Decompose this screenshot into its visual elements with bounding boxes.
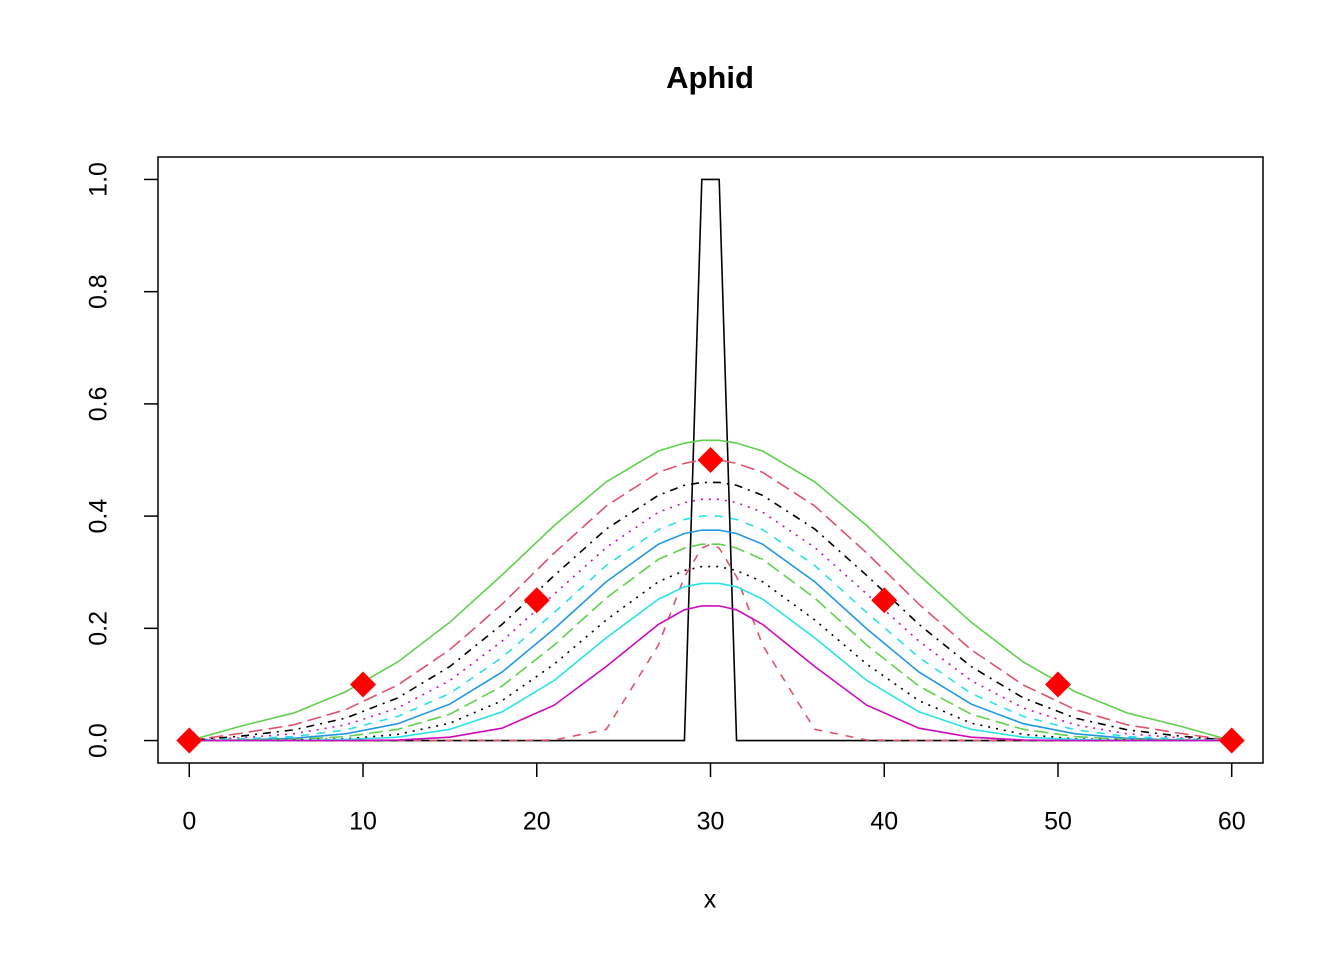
series-line (189, 565, 1232, 742)
y-tick-label: 0.4 (85, 499, 113, 534)
y-tick-label: 0.6 (85, 387, 113, 422)
series-line (189, 515, 1232, 742)
data-point (871, 587, 898, 614)
x-tick-label: 20 (523, 808, 551, 836)
series-line (189, 459, 1232, 742)
series-line (189, 543, 1232, 742)
series-line (189, 605, 1232, 742)
data-point (1044, 671, 1071, 698)
data-point (523, 587, 550, 614)
chart-title: Aphid (666, 60, 754, 95)
series-line (189, 498, 1232, 742)
x-tick-label: 50 (1044, 808, 1072, 836)
x-tick-label: 30 (697, 808, 725, 836)
series-line (189, 582, 1232, 742)
y-tick-label: 0.2 (85, 611, 113, 646)
data-point (176, 727, 203, 754)
x-axis-label: x (704, 886, 717, 914)
data-point (1218, 727, 1245, 754)
series-line (189, 529, 1232, 742)
series-line (189, 481, 1232, 742)
x-tick-label: 0 (182, 808, 196, 836)
x-tick-label: 40 (870, 808, 898, 836)
x-tick-label: 10 (349, 808, 377, 836)
series-line (189, 543, 1232, 742)
x-tick-label: 60 (1218, 808, 1246, 836)
y-tick-label: 1.0 (85, 162, 113, 197)
y-tick-label: 0.8 (85, 274, 113, 309)
series-line (189, 439, 1232, 742)
data-point (697, 447, 724, 473)
y-tick-label: 0.0 (85, 723, 113, 758)
data-point (350, 671, 377, 698)
